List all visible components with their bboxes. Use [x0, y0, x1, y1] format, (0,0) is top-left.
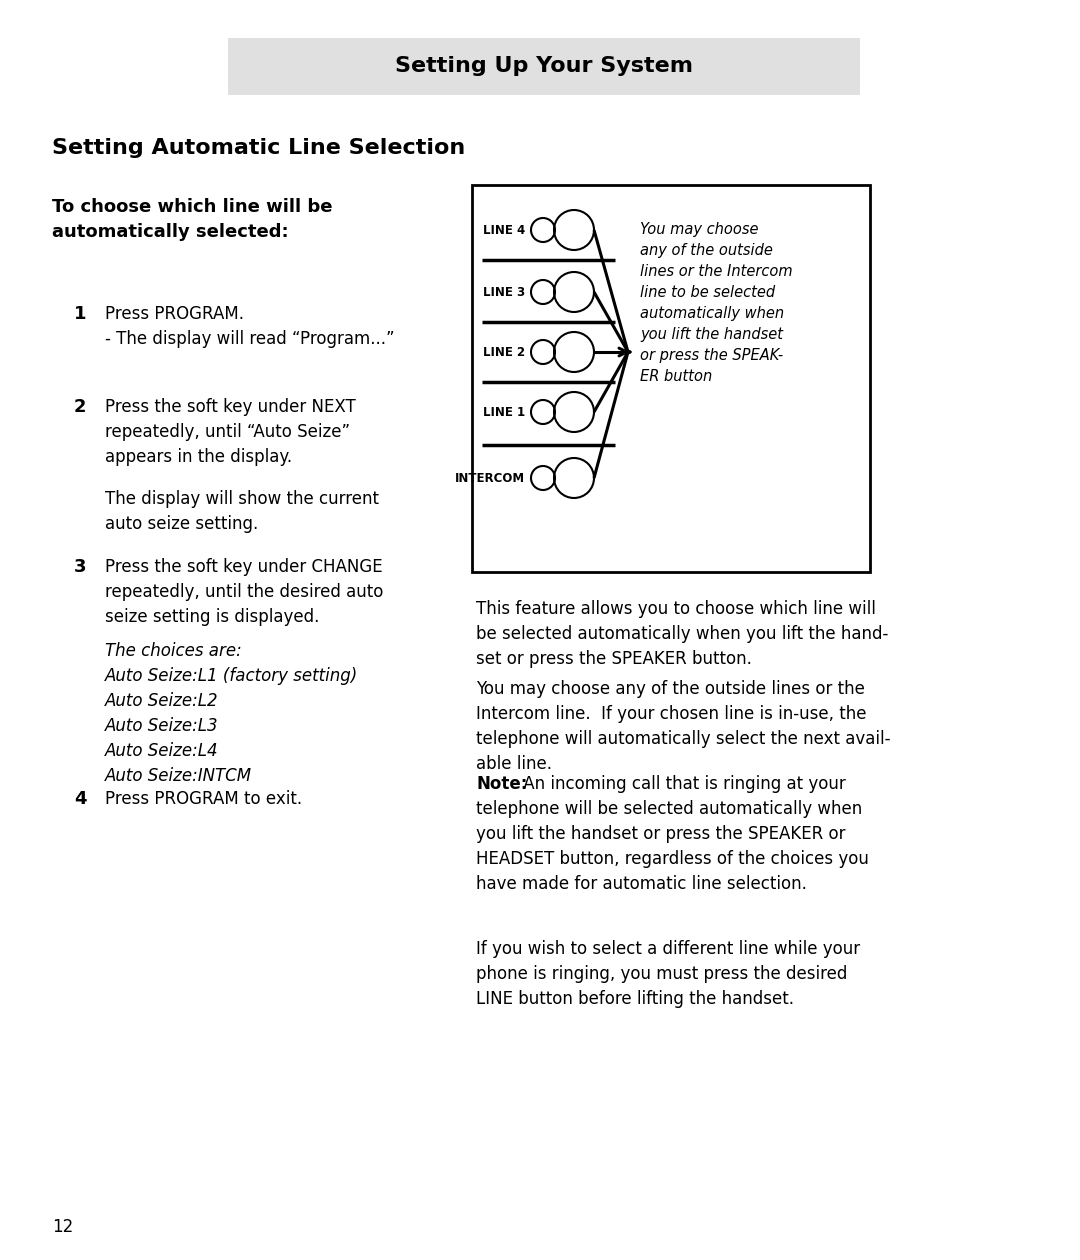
Text: LINE 4: LINE 4 [483, 223, 525, 237]
Text: INTERCOM: INTERCOM [455, 471, 525, 485]
Bar [472, 185, 870, 572]
Text: If you wish to select a different line while your
phone is ringing, you must pre: If you wish to select a different line w… [476, 940, 860, 1008]
Text: 3: 3 [75, 558, 86, 576]
Text: Note:: Note: [476, 775, 527, 793]
Text: LINE 2: LINE 2 [483, 345, 525, 359]
Text: 12: 12 [52, 1218, 73, 1236]
Text: To choose which line will be
automatically selected:: To choose which line will be automatical… [52, 198, 333, 241]
Text: The choices are:
Auto Seize:L1 (factory setting)
Auto Seize:L2
Auto Seize:L3
Aut: The choices are: Auto Seize:L1 (factory … [105, 643, 359, 785]
Text: Setting Up Your System: Setting Up Your System [395, 57, 693, 77]
Text: LINE 1: LINE 1 [483, 406, 525, 418]
Text: Press PROGRAM to exit.: Press PROGRAM to exit. [105, 790, 302, 808]
Text: 1: 1 [75, 305, 86, 323]
Text: Press the soft key under NEXT
repeatedly, until “Auto Seize”
appears in the disp: Press the soft key under NEXT repeatedly… [105, 398, 355, 466]
Text: Press PROGRAM.
- The display will read “Program...”: Press PROGRAM. - The display will read “… [105, 305, 394, 348]
Text: You may choose any of the outside lines or the
Intercom line.  If your chosen li: You may choose any of the outside lines … [476, 680, 891, 772]
Text: This feature allows you to choose which line will
be selected automatically when: This feature allows you to choose which … [476, 600, 889, 668]
Text: An incoming call that is ringing at your
telephone will be selected automaticall: An incoming call that is ringing at your… [476, 775, 869, 893]
Text: 2: 2 [75, 398, 86, 416]
Text: Press the soft key under CHANGE
repeatedly, until the desired auto
seize setting: Press the soft key under CHANGE repeated… [105, 558, 383, 626]
Text: Setting Automatic Line Selection: Setting Automatic Line Selection [52, 139, 465, 158]
Text: LINE 3: LINE 3 [483, 286, 525, 299]
Text: The display will show the current
auto seize setting.: The display will show the current auto s… [105, 490, 379, 533]
Text: You may choose
any of the outside
lines or the Intercom
line to be selected
auto: You may choose any of the outside lines … [640, 222, 793, 384]
Bar [228, 38, 860, 94]
Text: 4: 4 [75, 790, 86, 808]
